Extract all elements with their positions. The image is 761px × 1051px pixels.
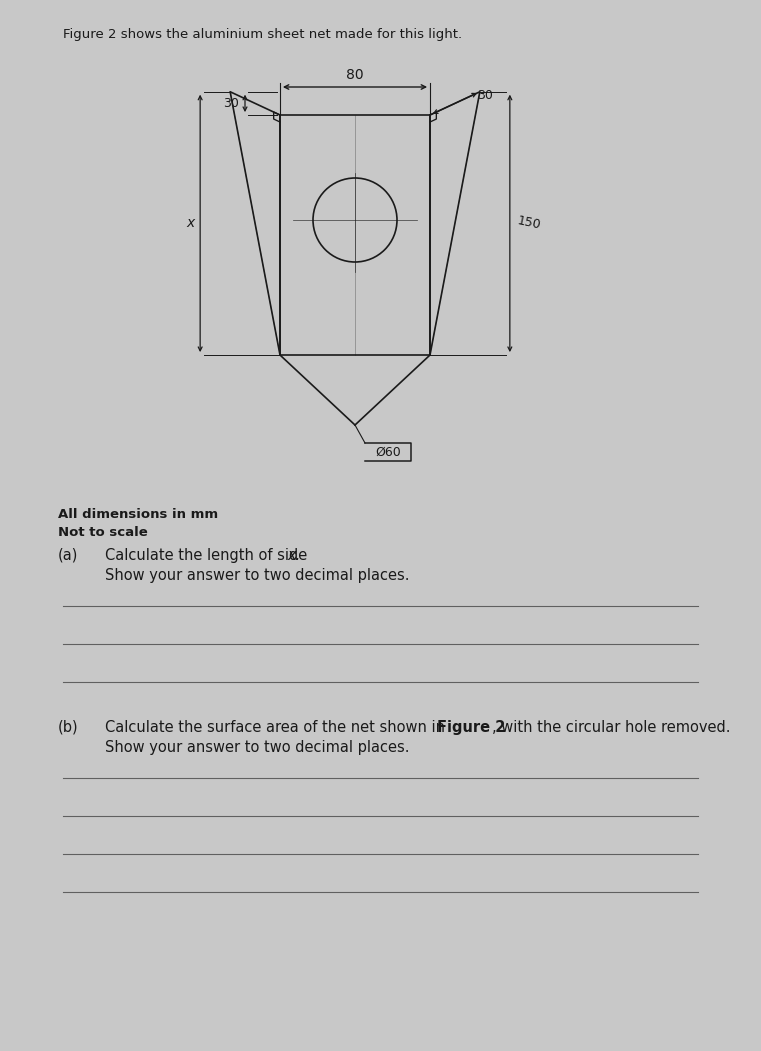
Text: 30: 30 (477, 89, 493, 102)
Text: , with the circular hole removed.: , with the circular hole removed. (492, 720, 731, 735)
Text: All dimensions in mm: All dimensions in mm (58, 508, 218, 521)
Text: 30: 30 (223, 97, 239, 110)
Text: Show your answer to two decimal places.: Show your answer to two decimal places. (105, 568, 409, 583)
Text: (b): (b) (58, 720, 78, 735)
Text: (a): (a) (58, 548, 78, 563)
Text: Calculate the length of side: Calculate the length of side (105, 548, 312, 563)
Text: Show your answer to two decimal places.: Show your answer to two decimal places. (105, 740, 409, 755)
Text: Ø60: Ø60 (375, 446, 401, 458)
Text: 80: 80 (346, 68, 364, 82)
Bar (280, 115, 430, 355)
Text: x: x (186, 217, 194, 230)
Text: x.: x. (287, 548, 301, 563)
Text: Figure 2 shows the aluminium sheet net made for this light.: Figure 2 shows the aluminium sheet net m… (63, 28, 462, 41)
Text: Calculate the surface area of the net shown in: Calculate the surface area of the net sh… (105, 720, 450, 735)
Text: Figure 2: Figure 2 (437, 720, 505, 735)
Text: Not to scale: Not to scale (58, 526, 148, 539)
Text: 150: 150 (516, 214, 542, 232)
